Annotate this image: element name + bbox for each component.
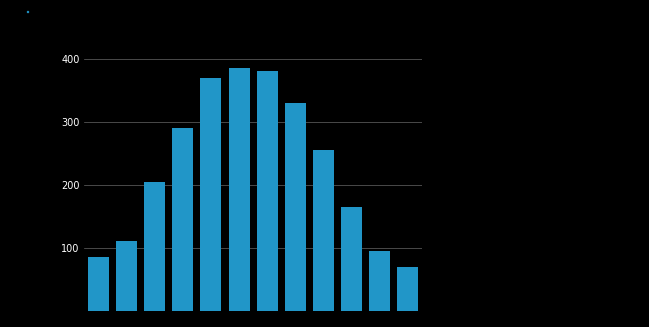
- Bar: [285, 103, 306, 311]
- Bar: [144, 181, 165, 311]
- Bar: [369, 251, 390, 311]
- Legend: : [27, 10, 29, 11]
- Bar: [313, 150, 334, 311]
- Bar: [88, 257, 109, 311]
- Bar: [116, 241, 137, 311]
- Bar: [228, 68, 250, 311]
- Bar: [172, 128, 193, 311]
- Bar: [201, 78, 221, 311]
- Bar: [256, 72, 278, 311]
- Bar: [341, 207, 362, 311]
- Bar: [397, 267, 419, 311]
